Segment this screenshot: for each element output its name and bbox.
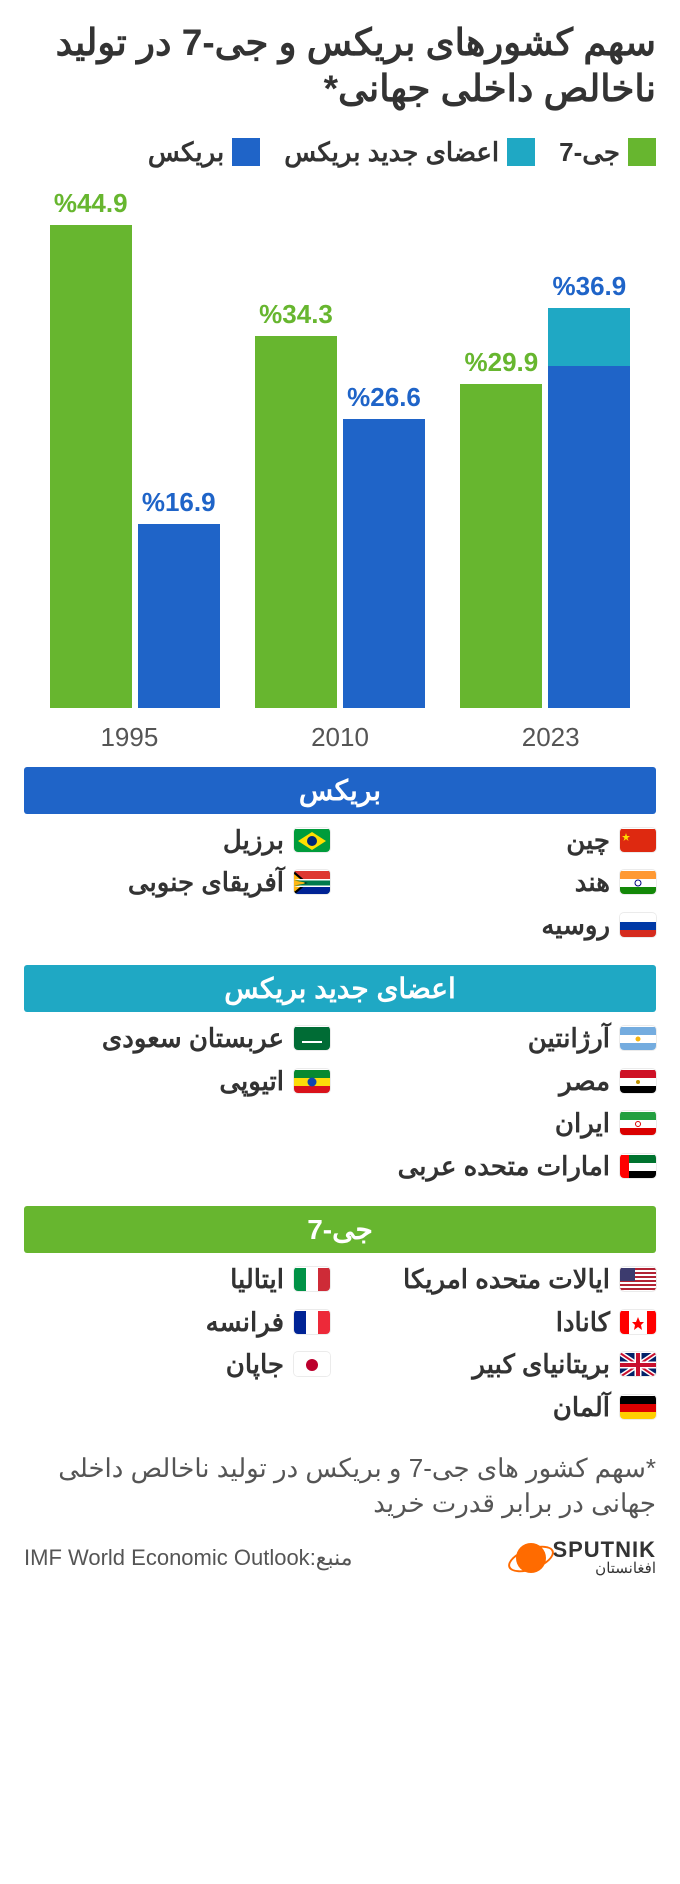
country-item: آفریقای جنوبی <box>24 866 330 899</box>
country-grid-new_brics: آرژانتین مصر ایران امارات متحده عربی عربستان… <box>24 1022 656 1192</box>
country-name: عربستان سعودی <box>102 1022 284 1055</box>
logo-sub: افغانستان <box>552 1561 656 1576</box>
legend-brics-label: بریکس <box>148 137 224 168</box>
flag-icon <box>620 828 656 852</box>
legend-g7-label: جی-7 <box>559 137 620 168</box>
country-name: برزیل <box>223 824 284 857</box>
country-item: چین <box>350 824 656 857</box>
country-name: آفریقای جنوبی <box>128 866 284 899</box>
bar-g7-1995 <box>50 225 132 708</box>
bar-label-g7-2010: %34.3 <box>259 299 333 330</box>
flag-icon <box>620 1111 656 1135</box>
country-grid-brics: چین هند روسیه برزیل آفریقای جنوبی <box>24 824 656 952</box>
x-label-1995: 1995 <box>35 722 225 753</box>
country-name: ایالات متحده امریکا <box>403 1263 610 1296</box>
flag-icon <box>620 1352 656 1376</box>
flag-icon <box>620 1395 656 1419</box>
country-item: روسیه <box>350 909 656 942</box>
country-item: ایتالیا <box>24 1263 330 1296</box>
flag-icon <box>294 1352 330 1376</box>
country-name: ایتالیا <box>230 1263 284 1296</box>
bar-brics-2023 <box>548 366 630 707</box>
section-header-brics: بریکس <box>24 767 656 814</box>
x-label-2023: 2023 <box>456 722 646 753</box>
country-name: چین <box>566 824 610 857</box>
year-group-2023: %29.9 %36.9 <box>453 188 638 708</box>
x-label-2010: 2010 <box>245 722 435 753</box>
year-group-1995: %44.9 %16.9 <box>42 188 227 708</box>
year-group-2010: %34.3 %26.6 <box>248 188 433 708</box>
bar-chart: %44.9 %16.9 %34.3 %26.6 %29.9 %36.9 <box>24 188 656 708</box>
legend-swatch-g7 <box>628 138 656 166</box>
legend-g7: جی-7 <box>559 137 656 168</box>
bar-label-brics-2023: %36.9 <box>552 271 626 302</box>
country-item: برزیل <box>24 824 330 857</box>
flag-icon <box>294 1026 330 1050</box>
country-item: مصر <box>350 1065 656 1098</box>
legend: جی-7 اعضای جدید بریکس بریکس <box>24 137 656 168</box>
flag-icon <box>620 1069 656 1093</box>
section-header-g7: جی-7 <box>24 1206 656 1253</box>
bar-label-g7-2023: %29.9 <box>464 347 538 378</box>
source: منبع:IMF World Economic Outlook <box>24 1545 353 1571</box>
country-name: امارات متحده عربی <box>398 1150 610 1183</box>
footer: SPUTNIK افغانستان منبع:IMF World Economi… <box>24 1539 656 1586</box>
logo-icon <box>516 1543 546 1573</box>
bar-g7-2023 <box>460 384 542 708</box>
legend-brics: بریکس <box>148 137 260 168</box>
bar-g7-2010 <box>255 336 337 708</box>
country-item: عربستان سعودی <box>24 1022 330 1055</box>
logo-main: SPUTNIK <box>552 1539 656 1561</box>
flag-icon <box>620 870 656 894</box>
country-name: کانادا <box>556 1306 610 1339</box>
page-title: سهم کشورهای بریکس و جی-7 در تولید ناخالص… <box>24 20 656 113</box>
legend-new-brics-label: اعضای جدید بریکس <box>284 137 499 168</box>
country-item: هند <box>350 866 656 899</box>
country-item: بریتانیای کبیر <box>350 1348 656 1381</box>
country-name: اتیوپی <box>219 1065 284 1098</box>
sputnik-logo: SPUTNIK افغانستان <box>516 1539 656 1576</box>
bar-label-g7-1995: %44.9 <box>54 188 128 219</box>
country-name: فرانسه <box>206 1306 284 1339</box>
flag-icon <box>620 1267 656 1291</box>
flag-icon <box>620 1026 656 1050</box>
country-item: کانادا <box>350 1306 656 1339</box>
country-item: ایالات متحده امریکا <box>350 1263 656 1296</box>
legend-swatch-brics <box>232 138 260 166</box>
country-name: آرژانتین <box>528 1022 610 1055</box>
country-name: روسیه <box>541 909 610 942</box>
flag-icon <box>620 1310 656 1334</box>
x-axis: 1995 2010 2023 <box>24 722 656 753</box>
footnote: *سهم کشور های جی-7 و بریکس در تولید ناخا… <box>24 1451 656 1521</box>
country-item: آرژانتین <box>350 1022 656 1055</box>
flag-icon <box>294 1267 330 1291</box>
legend-swatch-new-brics <box>507 138 535 166</box>
bar-brics-1995 <box>138 524 220 707</box>
section-header-new_brics: اعضای جدید بریکس <box>24 965 656 1012</box>
bar-label-brics-1995: %16.9 <box>142 487 216 518</box>
flag-icon <box>294 1069 330 1093</box>
country-name: بریتانیای کبیر <box>472 1348 610 1381</box>
country-item: اتیوپی <box>24 1065 330 1098</box>
flag-icon <box>294 870 330 894</box>
country-grid-g7: ایالات متحده امریکا کانادا بریتانیای کبیر آ… <box>24 1263 656 1433</box>
flag-icon <box>294 1310 330 1334</box>
country-item: امارات متحده عربی <box>350 1150 656 1183</box>
country-item: فرانسه <box>24 1306 330 1339</box>
country-name: هند <box>575 866 610 899</box>
legend-new-brics: اعضای جدید بریکس <box>284 137 535 168</box>
flag-icon <box>620 1154 656 1178</box>
country-name: ایران <box>555 1107 610 1140</box>
country-item: جاپان <box>24 1348 330 1381</box>
country-name: مصر <box>559 1065 610 1098</box>
country-name: آلمان <box>553 1391 610 1424</box>
flag-icon <box>620 913 656 937</box>
bar-brics-2010 <box>343 419 425 707</box>
country-item: آلمان <box>350 1391 656 1424</box>
flag-icon <box>294 828 330 852</box>
bar-new-brics-2023 <box>548 308 630 367</box>
country-name: جاپان <box>226 1348 284 1381</box>
bar-label-brics-2010: %26.6 <box>347 382 421 413</box>
country-item: ایران <box>350 1107 656 1140</box>
